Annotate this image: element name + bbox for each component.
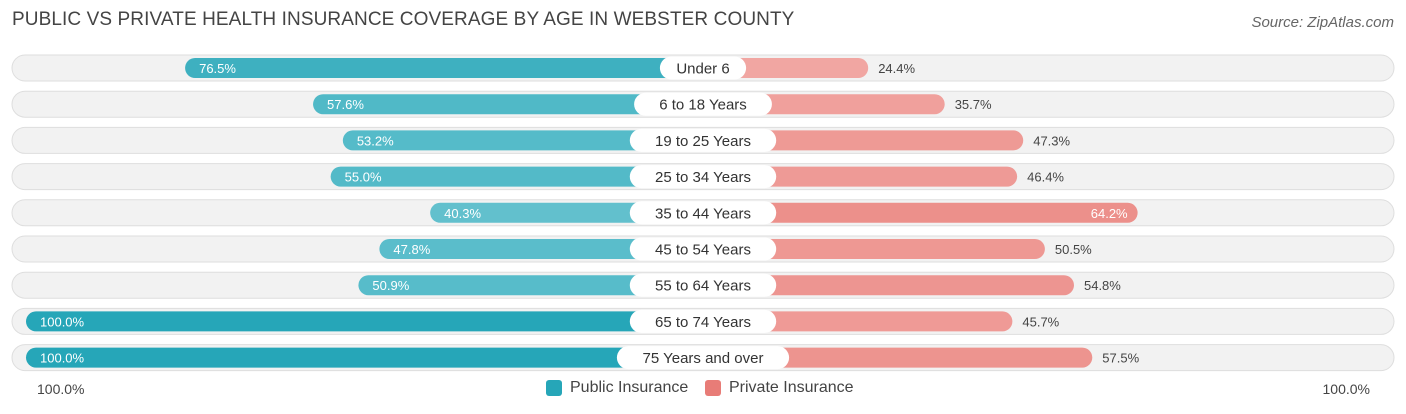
value-label-private: 35.7%	[955, 97, 992, 112]
value-label-private: 45.7%	[1022, 314, 1059, 329]
category-label: 75 Years and over	[643, 350, 764, 367]
bar-public	[342, 130, 703, 151]
category-label: 6 to 18 Years	[659, 97, 747, 114]
category-pill	[634, 92, 772, 116]
category-label: Under 6	[676, 61, 729, 78]
legend-item-private: Private Insurance	[705, 379, 854, 397]
category-pill	[616, 346, 790, 370]
bar-private	[703, 311, 1013, 332]
category-pill	[659, 56, 747, 80]
category-pill	[629, 128, 777, 152]
bar-public	[185, 58, 704, 78]
category-label: 45 to 54 Years	[655, 242, 751, 259]
legend-item-public: Public Insurance	[546, 379, 688, 397]
legend-label-private: Private Insurance	[729, 379, 854, 396]
category-pill	[629, 237, 777, 261]
bar-public	[330, 166, 703, 187]
bar-public	[358, 275, 703, 296]
bar-public	[26, 347, 703, 368]
category-label: 65 to 74 Years	[655, 314, 751, 331]
value-label-private: 50.5%	[1055, 242, 1092, 257]
value-label-private: 46.4%	[1027, 170, 1064, 185]
category-pill	[629, 201, 777, 225]
bar-public	[379, 239, 703, 259]
bar-private	[703, 275, 1074, 296]
chart-title: PUBLIC VS PRIVATE HEALTH INSURANCE COVER…	[12, 9, 795, 30]
value-label-public: 55.0%	[345, 170, 382, 185]
value-label-private: 57.5%	[1102, 351, 1139, 366]
value-label-public: 53.2%	[357, 133, 394, 148]
category-pill	[629, 309, 777, 333]
value-label-public: 50.9%	[372, 278, 409, 293]
value-label-private: 47.3%	[1033, 133, 1070, 148]
axis-label-left: 100.0%	[37, 381, 85, 397]
legend-label-public: Public Insurance	[570, 379, 689, 396]
legend-swatch-private	[705, 380, 721, 396]
category-pill	[629, 165, 777, 189]
value-label-private: 64.2%	[1091, 206, 1128, 221]
bar-private	[703, 166, 1018, 187]
category-label: 55 to 64 Years	[655, 278, 751, 295]
bar-private	[703, 347, 1093, 368]
category-label: 35 to 44 Years	[655, 205, 751, 222]
legend: Public Insurance Private Insurance	[0, 379, 1406, 401]
chart-source: Source: ZipAtlas.com	[1251, 14, 1394, 31]
category-pill	[629, 273, 777, 297]
category-label: 19 to 25 Years	[655, 133, 751, 150]
value-label-private: 54.8%	[1084, 278, 1121, 293]
value-label-public: 100.0%	[40, 314, 85, 329]
axis-label-right: 100.0%	[1322, 381, 1370, 397]
bar-public	[26, 311, 703, 332]
bar-private	[703, 202, 1138, 223]
value-label-public: 76.5%	[199, 61, 236, 76]
bar-private	[703, 239, 1045, 259]
legend-swatch-public	[546, 380, 562, 396]
bar-public	[313, 94, 703, 115]
value-label-public: 57.6%	[327, 97, 364, 112]
category-label: 25 to 34 Years	[655, 169, 751, 186]
bar-private	[703, 130, 1024, 151]
chart-canvas: Under 6 76.5% 24.4% 6 to 18 Years 57.6% 35.7%…	[11, 54, 1395, 372]
value-label-public: 40.3%	[444, 206, 481, 221]
value-label-public: 47.8%	[393, 242, 430, 257]
value-label-private: 24.4%	[878, 61, 915, 76]
value-label-public: 100.0%	[40, 351, 85, 366]
